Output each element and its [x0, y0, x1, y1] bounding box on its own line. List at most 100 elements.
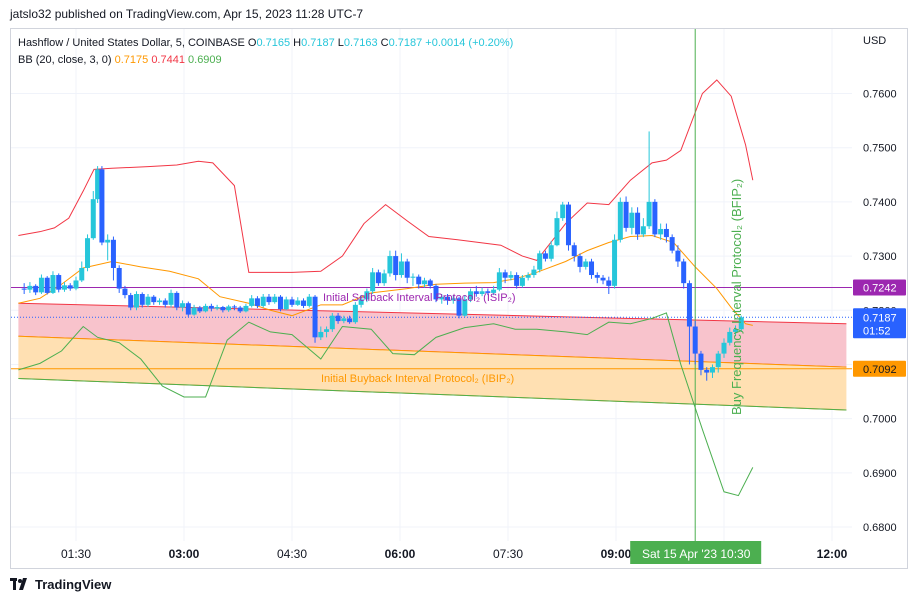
bb-lower-line	[18, 312, 754, 497]
candle	[738, 315, 744, 332]
candle-body	[90, 199, 96, 239]
candle-body	[381, 273, 387, 284]
candle	[99, 166, 105, 246]
candle	[589, 258, 595, 279]
candle-body	[698, 353, 704, 370]
candle	[191, 304, 197, 316]
candle	[387, 250, 393, 277]
candle	[324, 326, 330, 338]
y-tick-label: 0.7300	[863, 251, 897, 263]
candle-body	[110, 239, 116, 268]
candle-body	[162, 300, 168, 305]
footer-brand[interactable]: TradingView	[10, 577, 111, 592]
legend-text: 0.7165	[256, 37, 293, 49]
candle	[203, 303, 209, 313]
candle-body	[393, 256, 399, 276]
candle-body	[145, 296, 151, 305]
candle-body	[733, 329, 739, 332]
ibip-band-top-edge	[18, 335, 847, 368]
candle-body	[491, 289, 497, 293]
candle-body	[220, 306, 226, 311]
candle-body	[433, 285, 439, 300]
legend-text: BB (20, close, 3, 0)	[18, 54, 115, 66]
candle	[335, 312, 341, 324]
candle	[50, 271, 56, 294]
candle-body	[168, 292, 174, 305]
candle	[416, 274, 422, 289]
candle	[473, 285, 479, 297]
candle	[658, 223, 664, 240]
candle-body	[663, 228, 669, 238]
candle	[220, 305, 226, 313]
candle-body	[612, 239, 618, 286]
candle-body	[721, 342, 727, 354]
candle-body	[277, 296, 283, 310]
candle	[496, 267, 502, 292]
candle-body	[295, 300, 301, 305]
y-tick-label: 0.7600	[863, 89, 897, 101]
candle-body	[640, 226, 646, 235]
candle	[485, 288, 491, 296]
candle	[341, 315, 347, 324]
candle-body	[681, 261, 687, 284]
candle-body	[594, 275, 600, 278]
candle-body	[85, 238, 91, 268]
x-tick-label: 04:30	[277, 547, 307, 561]
candle	[329, 312, 335, 332]
candle	[450, 295, 456, 304]
candle	[583, 258, 589, 270]
candle	[519, 275, 525, 288]
candle-body	[669, 237, 675, 251]
ibip-label: Initial Buyback Interval Protocol₂ (IBIP…	[321, 373, 514, 385]
legend-text: 0.6909	[188, 54, 222, 66]
candle	[468, 288, 474, 303]
candle	[254, 296, 260, 309]
candle	[594, 272, 600, 284]
candle-body	[652, 201, 658, 235]
candle-body	[329, 315, 335, 330]
candle-body	[254, 298, 260, 306]
ibip-band	[18, 336, 847, 410]
candle	[208, 303, 214, 312]
ibip-band-lower-edge	[18, 378, 847, 411]
candle	[375, 269, 381, 286]
candle	[260, 293, 266, 308]
y-tick-label: 0.7400	[863, 197, 897, 209]
candle-body	[99, 169, 105, 243]
candle	[116, 265, 122, 293]
candle-body	[122, 288, 128, 296]
candle-body	[416, 276, 422, 285]
candle-body	[105, 239, 111, 243]
candle	[410, 273, 416, 286]
candle-body	[56, 275, 62, 290]
candle	[433, 284, 439, 303]
candle-body	[157, 300, 163, 303]
y-tick-label: 0.7500	[863, 143, 897, 155]
candle	[162, 298, 168, 308]
candle-body	[709, 367, 715, 373]
candle-body	[398, 261, 404, 276]
candle	[237, 305, 243, 313]
candle	[652, 199, 658, 238]
candle	[44, 276, 50, 295]
candle-body	[502, 272, 508, 278]
candle	[56, 273, 62, 293]
candle	[85, 234, 91, 272]
candle-body	[589, 261, 595, 276]
chart-frame[interactable]	[10, 28, 908, 569]
candle	[347, 315, 353, 324]
candle-body	[525, 275, 531, 278]
candle-body	[301, 300, 307, 306]
candle-body	[272, 296, 278, 303]
legend-text: O	[248, 37, 257, 49]
legend-text: Hashflow / United States Dollar, 5, COIN…	[18, 37, 248, 49]
price-tag-text: 0.7092	[863, 364, 897, 376]
candle-body	[421, 280, 427, 285]
candle-body	[554, 218, 560, 246]
candle	[122, 285, 128, 299]
candle-body	[67, 285, 73, 289]
candle	[612, 234, 618, 289]
candle	[531, 265, 537, 278]
